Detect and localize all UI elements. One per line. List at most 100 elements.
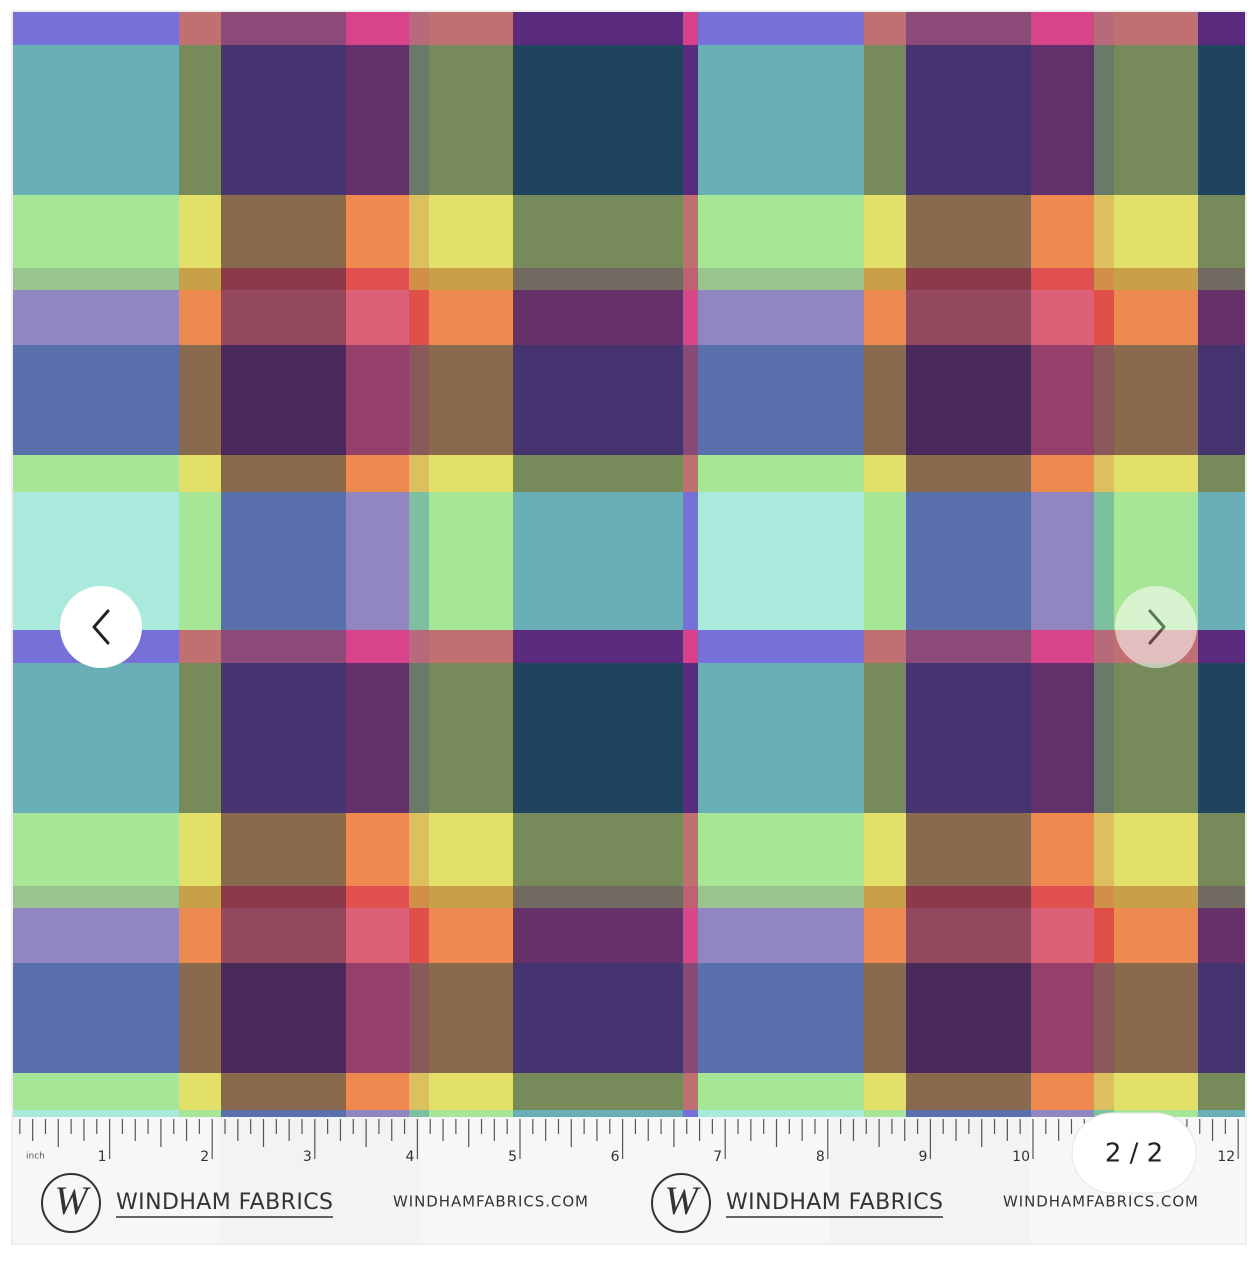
plaid-block: [1114, 1073, 1199, 1111]
plaid-block: [1094, 908, 1115, 964]
plaid-block: [13, 268, 180, 291]
previous-button[interactable]: [60, 586, 142, 668]
plaid-block: [409, 630, 430, 664]
plaid-block: [13, 963, 180, 1074]
plaid-block: [1114, 195, 1199, 269]
plaid-block: [346, 345, 410, 456]
plaid-block: [429, 492, 514, 631]
plaid-block: [906, 908, 1032, 964]
plaid-block: [179, 290, 222, 346]
plaid-block: [683, 45, 699, 196]
plaid-block: [179, 630, 222, 664]
plaid-block: [429, 963, 514, 1074]
brand-name: WINDHAM FABRICS: [116, 1190, 333, 1215]
plaid-block: [346, 963, 410, 1074]
plaid-block: [698, 908, 865, 964]
plaid-block: [513, 455, 684, 493]
next-button[interactable]: [1115, 586, 1197, 668]
plaid-block: [864, 345, 907, 456]
plaid-block: [429, 1073, 514, 1111]
plaid-block: [906, 963, 1032, 1074]
plaid-block: [906, 630, 1032, 664]
plaid-block: [864, 813, 907, 887]
ruler-number: 10: [1012, 1149, 1030, 1165]
plaid-block: [1031, 630, 1095, 664]
plaid-block: [683, 268, 699, 291]
plaid-block: [346, 492, 410, 631]
ruler-number: 8: [816, 1149, 825, 1165]
plaid-block: [221, 886, 347, 909]
plaid-block: [179, 1073, 222, 1111]
logo: W: [54, 1178, 91, 1223]
plaid-block: [429, 290, 514, 346]
plaid-block: [1031, 886, 1095, 909]
plaid-block: [683, 492, 699, 631]
plaid-block: [13, 455, 180, 493]
plaid-block: [864, 963, 907, 1074]
plaid-block: [1031, 1110, 1095, 1117]
plaid-block: [13, 1073, 180, 1111]
ruler-unit: inch: [26, 1152, 45, 1162]
plaid-block: [906, 492, 1032, 631]
plaid-block: [683, 963, 699, 1074]
plaid-block: [513, 195, 684, 269]
plaid-block: [698, 663, 865, 814]
plaid-block: [1198, 963, 1245, 1074]
plaid-block: [864, 268, 907, 291]
plaid-block: [906, 12, 1032, 46]
plaid-block: [429, 908, 514, 964]
plaid-block: [1198, 345, 1245, 456]
plaid-block: [1198, 195, 1245, 269]
plaid-block: [683, 908, 699, 964]
plaid-block: [13, 195, 180, 269]
ruler-number: 7: [713, 1149, 722, 1165]
plaid-block: [346, 45, 410, 196]
plaid-block: [906, 195, 1032, 269]
plaid-block: [13, 345, 180, 456]
plaid-block: [409, 45, 430, 196]
plaid-block: [698, 455, 865, 493]
previous-button-bg[interactable]: [60, 586, 142, 668]
plaid-block: [429, 45, 514, 196]
plaid-block: [1198, 45, 1245, 196]
plaid-block: [906, 268, 1032, 291]
plaid-block: [221, 1110, 347, 1117]
plaid-block: [1114, 908, 1199, 964]
plaid-block: [1114, 45, 1199, 196]
ruler-background: [13, 1117, 1245, 1243]
plaid-block: [13, 290, 180, 346]
plaid-block: [429, 813, 514, 887]
next-button-bg[interactable]: [1115, 586, 1197, 668]
plaid-block: [179, 1110, 222, 1117]
plaid-block: [683, 12, 699, 46]
plaid-block: [513, 963, 684, 1074]
plaid-block: [1198, 813, 1245, 887]
plaid-block: [513, 630, 684, 664]
plaid-block: [683, 1073, 699, 1111]
plaid-block: [346, 268, 410, 291]
brand-block: W WINDHAM FABRICS WINDHAMFABRICS.COM W W…: [41, 1173, 1198, 1233]
plaid-block: [429, 268, 514, 291]
plaid-block: [906, 45, 1032, 196]
plaid-block: [513, 492, 684, 631]
plaid-block: [1094, 663, 1115, 814]
plaid-block: [1094, 290, 1115, 346]
plaid-block: [1094, 345, 1115, 456]
plaid-block: [429, 195, 514, 269]
plaid-block: [429, 345, 514, 456]
plaid-block: [513, 345, 684, 456]
plaid-block: [1031, 195, 1095, 269]
plaid-block: [13, 908, 180, 964]
plaid-block: [513, 45, 684, 196]
plaid-block: [1198, 455, 1245, 493]
plaid-block: [864, 290, 907, 346]
plaid-block: [221, 45, 347, 196]
plaid-block: [698, 195, 865, 269]
plaid-block: [179, 195, 222, 269]
plaid-block: [179, 12, 222, 46]
plaid-block: [513, 908, 684, 964]
plaid-block: [1031, 45, 1095, 196]
plaid-block: [409, 1110, 430, 1117]
plaid-block: [409, 663, 430, 814]
plaid-block: [1094, 886, 1115, 909]
